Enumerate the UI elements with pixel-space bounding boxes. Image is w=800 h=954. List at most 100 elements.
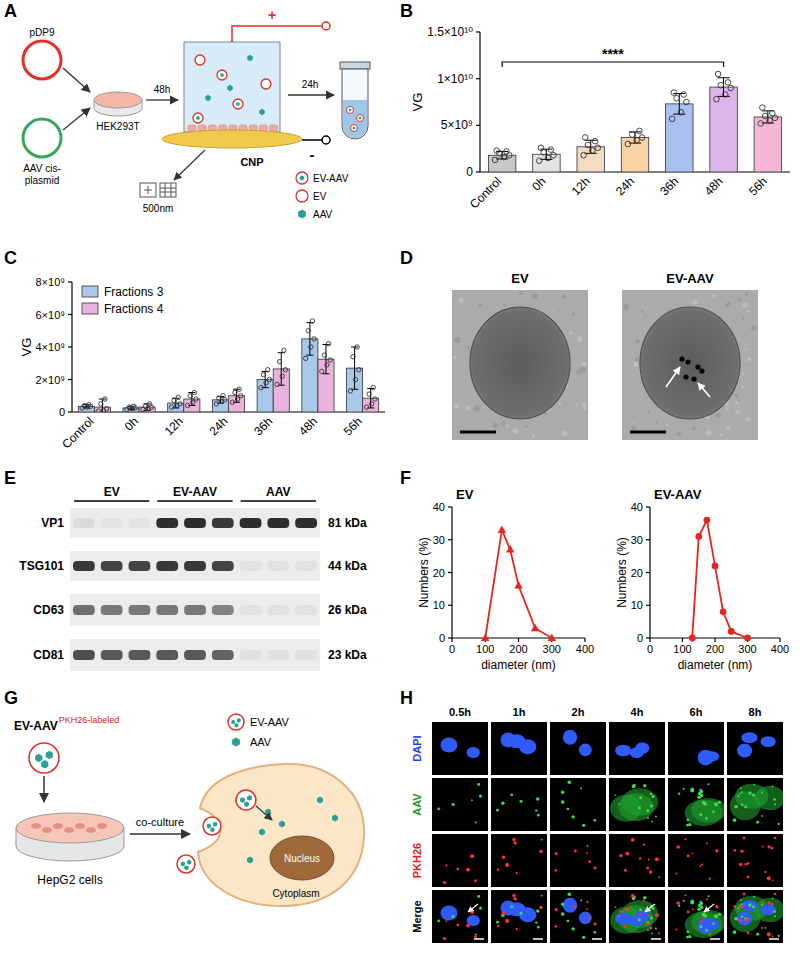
texture [719,433,722,436]
green-dot [739,905,741,907]
legend-icon [296,190,308,202]
point [143,404,147,408]
green-dot [437,808,440,811]
aav [240,797,245,803]
legend-icon [232,738,240,747]
texture [747,357,751,361]
plasmid-label: pDP9 [29,27,54,38]
band [240,561,262,571]
red-dot [744,863,747,866]
red-dot [764,871,766,873]
legend-icon [228,714,244,730]
band [240,650,262,660]
texture [633,361,639,367]
group-label: EV-AAV [173,485,217,499]
tick-label: 30 [631,534,643,546]
row-label: CD63 [33,603,64,617]
green-dot [537,926,540,929]
aav [353,126,356,129]
green-dot [704,915,707,918]
time-label: 8h [749,706,762,718]
red-dot [649,870,652,873]
micrograph-bg [491,722,547,775]
chamber [184,42,280,132]
green-dot [561,800,565,804]
point [104,407,108,411]
aav [279,821,285,828]
size-label: 81 kDa [328,516,367,530]
green-dot [756,821,759,824]
texture [633,416,635,418]
red-dot [774,893,777,896]
red-dot [470,910,474,914]
texture [735,399,740,404]
red-dot [747,932,750,935]
channel-label: DAPI [411,735,423,761]
green-dot [687,819,690,822]
polarity: - [310,146,315,163]
aav [247,795,252,801]
green-dot [643,784,646,787]
red-dot [733,905,736,908]
marker [481,634,489,642]
band [184,605,206,615]
texture [738,298,742,302]
point [769,110,775,116]
red-dot [474,879,477,882]
point [714,96,720,102]
red-dot [676,845,679,848]
red-dot [586,845,588,847]
membrane-label: CNP [240,156,263,168]
bar [621,137,648,172]
texture [478,303,482,307]
micrograph [491,834,547,887]
image-title: EV [511,271,529,286]
green-dot [519,912,522,915]
green-dot [718,913,721,916]
texture [500,418,502,420]
legend-icon [296,172,308,184]
band [156,650,178,660]
panel-letter: A [4,1,17,21]
chart-title: EV-AAV [654,487,702,502]
point [678,109,684,115]
micrograph [727,834,783,887]
red-dot [684,838,686,840]
red-dot [772,935,774,937]
error-bar [306,323,313,356]
legend-icon [300,175,305,180]
green-dot [510,905,513,908]
aav [237,718,241,722]
tick-label: 0 [466,165,473,179]
red-dot [676,901,679,904]
green-dot [708,783,710,785]
green-dot [740,787,742,789]
texture [459,298,464,303]
micrograph [609,722,665,775]
tick [448,539,452,540]
texture [454,403,459,408]
point [275,382,279,386]
green-dot [477,783,480,786]
point [303,356,307,360]
red-dot [541,838,543,840]
micrograph-bg [550,890,606,943]
red-dot [646,866,649,869]
line [485,530,552,638]
tick-label: 30 [433,534,445,546]
red-dot [699,921,701,923]
green-dot [774,803,776,805]
significance-label: **** [602,46,624,62]
tick [448,506,452,507]
band [101,605,123,615]
aav [196,116,199,120]
red-dot [655,913,659,917]
band [129,561,151,571]
red-dot [706,842,708,844]
axes: 02×10⁹4×10⁹6×10⁹8×10⁹VGControl0h12h24h36… [19,276,386,451]
band [101,650,123,660]
cell [97,823,107,829]
band [129,650,151,660]
aav [244,801,249,807]
arrow [146,99,178,100]
